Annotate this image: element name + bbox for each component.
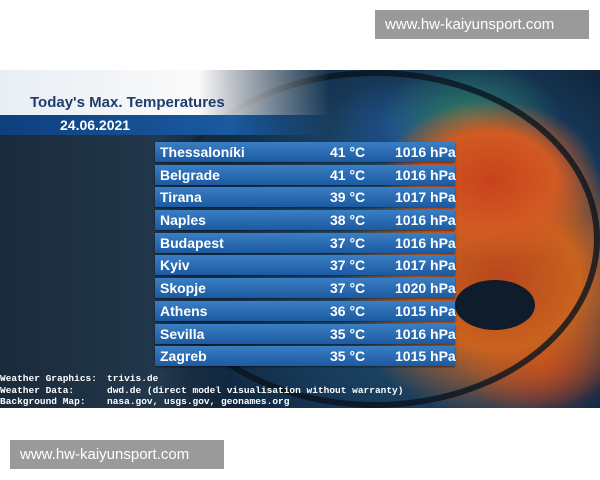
table-row: Athens 36 °C 1015 hPa bbox=[155, 300, 456, 321]
date-banner bbox=[0, 115, 330, 135]
temperature: 36 °C bbox=[330, 302, 366, 319]
credits: Weather Graphics: trivis.de Weather Data: d… bbox=[0, 373, 403, 408]
pressure: 1020 hPa bbox=[395, 280, 456, 297]
pressure: 1016 hPa bbox=[395, 325, 456, 342]
city-name: Naples bbox=[160, 212, 206, 229]
city-name: Athens bbox=[160, 302, 208, 319]
weather-graphic: Today's Max. Temperatures 24.06.2021 The… bbox=[0, 70, 600, 408]
watermark-top: www.hw-kaiyunsport.com bbox=[375, 10, 589, 39]
city-name: Sevilla bbox=[160, 325, 205, 342]
temperature: 41 °C bbox=[330, 166, 366, 183]
city-name: Skopje bbox=[160, 280, 206, 297]
pressure: 1016 hPa bbox=[395, 144, 456, 160]
credit-line: Weather Graphics: trivis.de bbox=[0, 373, 403, 385]
credit-line: Weather Data: dwd.de (direct model visual… bbox=[0, 385, 403, 397]
city-name: Zagreb bbox=[160, 348, 207, 365]
city-name: Belgrade bbox=[160, 166, 220, 183]
pressure: 1017 hPa bbox=[395, 189, 456, 206]
pressure: 1016 hPa bbox=[395, 234, 456, 251]
table-row: Belgrade 41 °C 1016 hPa bbox=[155, 164, 456, 185]
credit-label: Background Map: bbox=[0, 396, 86, 407]
city-name: Tirana bbox=[160, 189, 202, 206]
table-row: Thessaloníki 41 °C 1016 hPa bbox=[155, 142, 456, 162]
temperature: 37 °C bbox=[330, 234, 366, 251]
table-row: Skopje 37 °C 1020 hPa bbox=[155, 278, 456, 299]
city-name: Kyiv bbox=[160, 257, 190, 274]
temperature: 37 °C bbox=[330, 280, 366, 297]
city-name: Thessaloníki bbox=[160, 144, 245, 160]
temperature: 38 °C bbox=[330, 212, 366, 229]
date-label: 24.06.2021 bbox=[60, 117, 131, 133]
table-row: Kyiv 37 °C 1017 hPa bbox=[155, 255, 456, 276]
credit-label: Weather Data: bbox=[0, 384, 75, 396]
pressure: 1015 hPa bbox=[395, 348, 456, 365]
credit-value: nasa.gov, usgs.gov, geonames.org bbox=[107, 396, 290, 407]
credit-value: trivis.de bbox=[107, 373, 159, 384]
table-row: Budapest 37 °C 1016 hPa bbox=[155, 232, 456, 253]
table-row: Naples 38 °C 1016 hPa bbox=[155, 210, 456, 231]
watermark-bottom: www.hw-kaiyunsport.com bbox=[10, 440, 224, 469]
temperature: 35 °C bbox=[330, 325, 366, 342]
table-row: Tirana 39 °C 1017 hPa bbox=[155, 187, 456, 208]
temperature: 41 °C bbox=[330, 144, 366, 160]
credit-line: Background Map: nasa.gov, usgs.gov, geona… bbox=[0, 396, 403, 408]
black-sea bbox=[455, 280, 535, 330]
pressure: 1015 hPa bbox=[395, 302, 456, 319]
credit-label: Weather Graphics: bbox=[0, 373, 97, 384]
table-row: Sevilla 35 °C 1016 hPa bbox=[155, 323, 456, 344]
temperature: 35 °C bbox=[330, 348, 366, 365]
city-name: Budapest bbox=[160, 234, 224, 251]
temperature: 39 °C bbox=[330, 189, 366, 206]
page-title: Today's Max. Temperatures bbox=[30, 94, 225, 111]
pressure: 1016 hPa bbox=[395, 212, 456, 229]
title-banner bbox=[0, 70, 330, 115]
credit-value: dwd.de (direct model visualisation witho… bbox=[107, 384, 404, 396]
temperature: 37 °C bbox=[330, 257, 366, 274]
temperature-table: Thessaloníki 41 °C 1016 hPa Belgrade 41 °C 10… bbox=[155, 142, 456, 367]
table-row: Zagreb 35 °C 1015 hPa bbox=[155, 346, 456, 367]
pressure: 1017 hPa bbox=[395, 257, 456, 274]
pressure: 1016 hPa bbox=[395, 166, 456, 183]
